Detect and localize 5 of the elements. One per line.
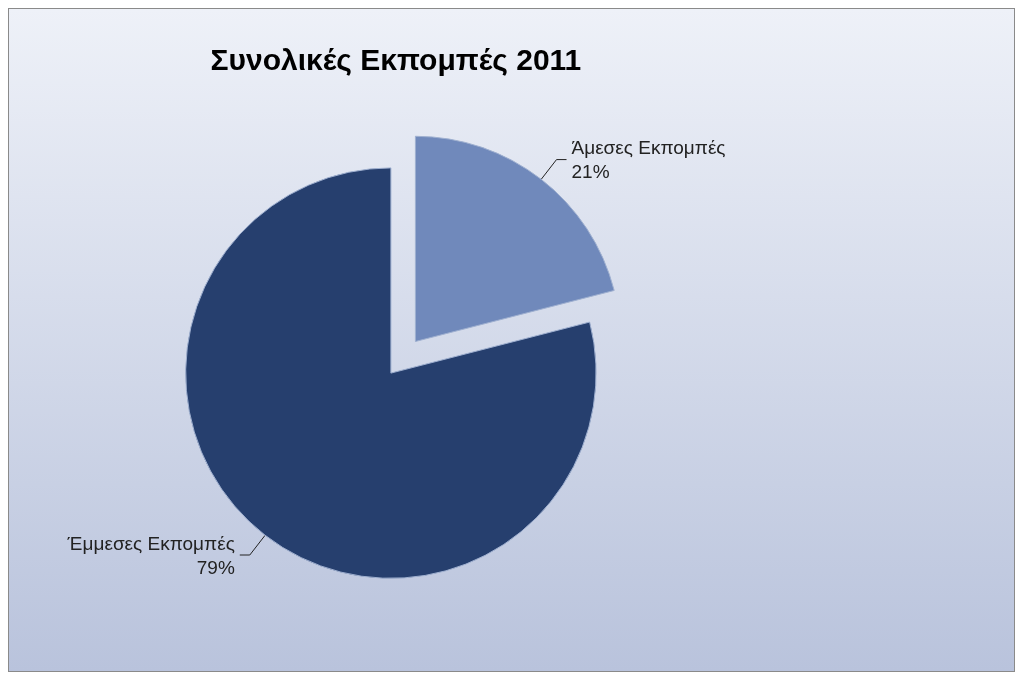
data-label: 79% — [196, 556, 235, 578]
slice-label: Άμεσες Εκπομπές — [571, 137, 726, 159]
data-label: 21% — [571, 161, 610, 183]
chart-title: Συνολικές Εκπομπές 2011 — [210, 42, 582, 76]
slice-label: Έμμεσες Εκπομπές — [66, 532, 235, 554]
